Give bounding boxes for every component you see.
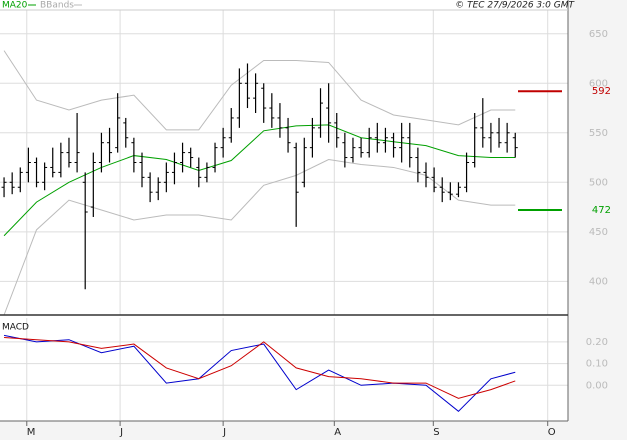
x-tick-label: J bbox=[222, 427, 226, 438]
x-tick-label: O bbox=[548, 427, 556, 438]
series-line bbox=[3, 334, 516, 412]
y-tick-label: 0.00 bbox=[586, 380, 608, 391]
date-strip bbox=[0, 421, 568, 440]
panel-title: MACD bbox=[2, 323, 29, 333]
y-tick-label: 650 bbox=[589, 29, 608, 40]
marks bbox=[1, 50, 562, 412]
band-upper bbox=[3, 50, 516, 131]
y-tick-label: 600 bbox=[589, 78, 608, 89]
x-tick-label: M bbox=[27, 427, 36, 438]
legend-entry: BBands bbox=[40, 1, 74, 11]
band-lower bbox=[3, 159, 516, 316]
x-tick-label: S bbox=[433, 427, 439, 438]
y-tick-label: 0.10 bbox=[586, 359, 608, 370]
x-tick-label: A bbox=[334, 427, 341, 438]
y-tick-label: 400 bbox=[589, 276, 608, 287]
series-line bbox=[4, 337, 516, 399]
level-label: 472 bbox=[592, 205, 611, 216]
y-tick-label: 450 bbox=[589, 227, 608, 238]
y-tick-label: 550 bbox=[589, 128, 608, 139]
legend-entry: MA20 bbox=[2, 1, 28, 11]
y-tick-label: 500 bbox=[589, 177, 608, 188]
y-tick-label: 0.20 bbox=[586, 337, 608, 348]
copyright: © TEC 27/9/2026 3:0 GMT bbox=[455, 1, 575, 11]
x-tick-label: J bbox=[119, 427, 123, 438]
level-label: 592 bbox=[592, 86, 611, 97]
series-line bbox=[3, 124, 516, 237]
axis-strip bbox=[568, 0, 627, 440]
